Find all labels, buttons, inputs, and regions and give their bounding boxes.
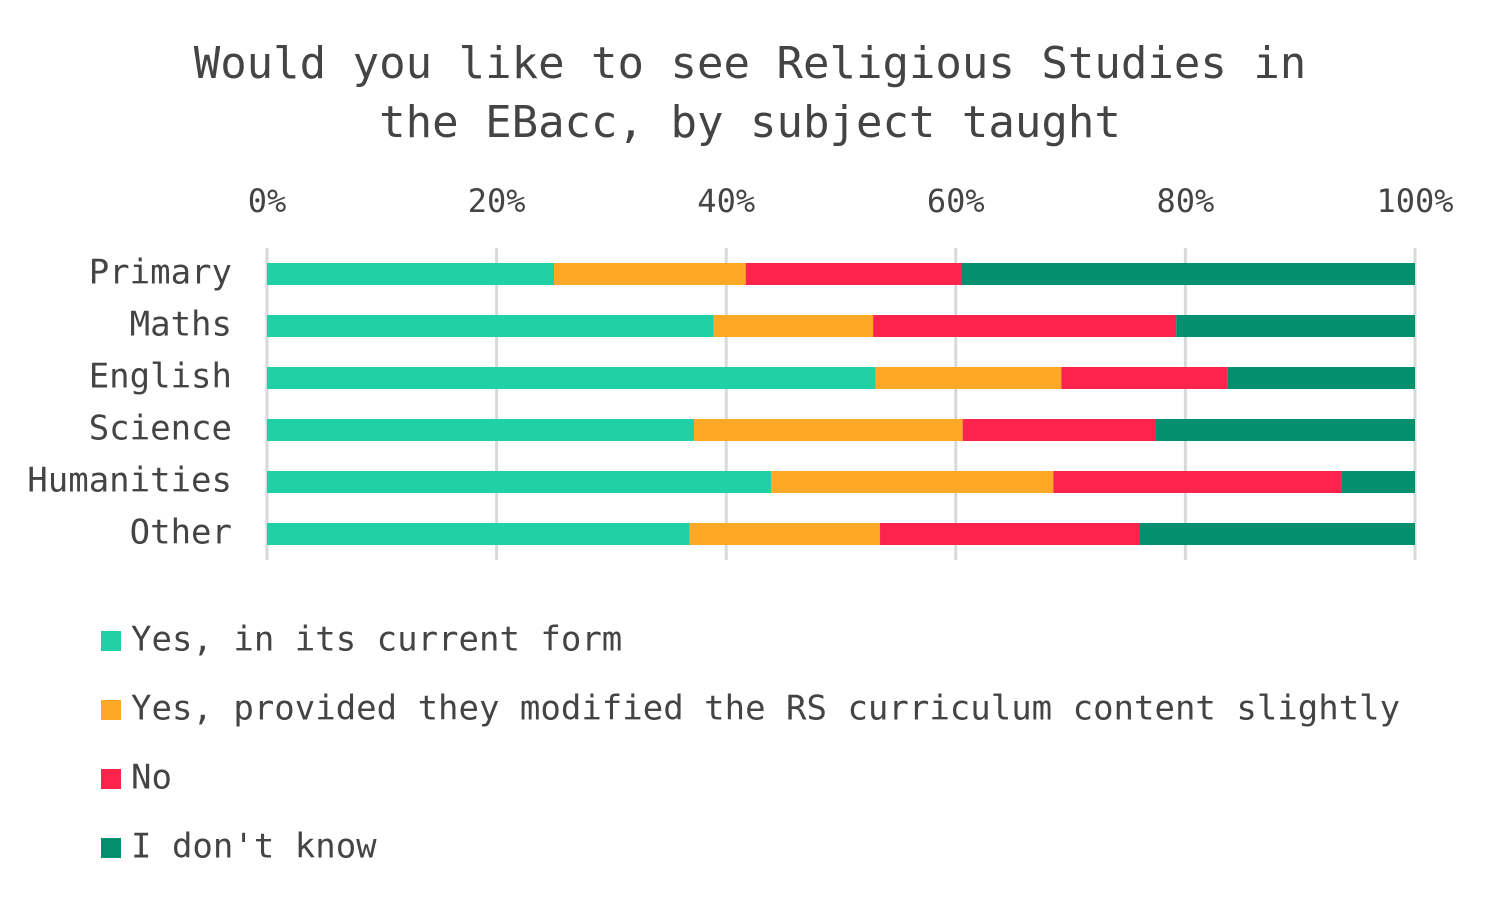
bar-segment <box>962 419 1156 441</box>
x-tick-label: 60% <box>927 182 985 220</box>
y-tick-label: English <box>89 357 232 397</box>
legend-label: I don't know <box>131 827 377 867</box>
legend-swatch <box>101 700 121 720</box>
legend-swatch <box>101 838 121 858</box>
bar-segment <box>1227 367 1415 389</box>
x-tick-label: 80% <box>1157 182 1215 220</box>
bar-segment <box>1139 523 1415 545</box>
bar-segment <box>873 315 1177 337</box>
legend-label: Yes, in its current form <box>131 620 622 660</box>
legend-label: No <box>131 758 172 798</box>
bar-segment <box>1053 471 1342 493</box>
bar-segment <box>267 471 771 493</box>
bar-segment <box>1176 315 1415 337</box>
bar-segment <box>554 263 746 285</box>
bar-segment <box>880 523 1140 545</box>
bar-segment <box>267 419 695 441</box>
bar-segment <box>1155 419 1415 441</box>
chart-title: Would you like to see Religious Studies … <box>193 38 1307 148</box>
y-tick-label: Science <box>89 409 232 449</box>
x-tick-label: 100% <box>1376 182 1453 220</box>
y-tick-label: Primary <box>89 253 232 293</box>
y-tick-label: Humanities <box>27 461 232 501</box>
legend-swatch <box>101 631 121 651</box>
bar-segment <box>1061 367 1228 389</box>
bar-segment <box>694 419 963 441</box>
y-tick-label: Maths <box>130 305 232 345</box>
legend-swatch <box>101 769 121 789</box>
bar-segment <box>267 315 714 337</box>
y-tick-label: Other <box>130 513 232 553</box>
x-tick-label: 0% <box>248 182 287 220</box>
legend-label: Yes, provided they modified the RS curri… <box>131 689 1400 729</box>
bar-segment <box>961 263 1415 285</box>
x-tick-label: 20% <box>468 182 526 220</box>
bar-segment <box>713 315 874 337</box>
bar-segment <box>745 263 962 285</box>
bar-segment <box>267 263 554 285</box>
bar-segment <box>267 367 876 389</box>
bar-segment <box>267 523 690 545</box>
bar-segment <box>770 471 1054 493</box>
bar-segment <box>689 523 881 545</box>
bar-segment <box>875 367 1062 389</box>
x-tick-label: 40% <box>697 182 755 220</box>
bar-segment <box>1341 471 1415 493</box>
